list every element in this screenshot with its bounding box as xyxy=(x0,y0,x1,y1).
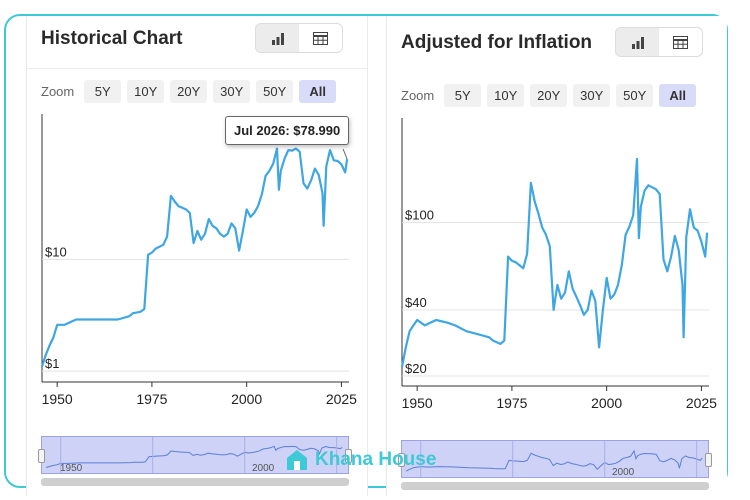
navigator-line xyxy=(45,445,343,468)
view-toggle xyxy=(615,27,703,57)
zoom-10y-button[interactable]: 10Y xyxy=(127,80,165,103)
x-tick-label: 2000 xyxy=(231,391,262,407)
view-toggle xyxy=(255,23,343,53)
y-tick-label: $100 xyxy=(405,208,434,223)
range-navigator[interactable]: 2000 xyxy=(398,440,712,478)
navigator-sparkline xyxy=(45,437,343,473)
navigator-label: 2000 xyxy=(612,467,635,478)
zoom-controls: Zoom 5Y 10Y 20Y 30Y 50Y All xyxy=(41,80,337,103)
navigator-right-handle[interactable] xyxy=(345,449,352,463)
x-tick-label: 2025 xyxy=(326,391,357,407)
bar-chart-icon xyxy=(631,36,644,49)
chart-view-button[interactable] xyxy=(616,28,659,56)
zoom-10y-button[interactable]: 10Y xyxy=(487,84,525,107)
x-tick-label: 1950 xyxy=(42,391,73,407)
zoom-50y-button[interactable]: 50Y xyxy=(256,80,294,103)
y-tick-label: $10 xyxy=(45,244,67,259)
table-icon xyxy=(673,35,688,49)
chart-tooltip: Jul 2026: $78.990 xyxy=(225,116,350,145)
historical-chart-panel: Historical Chart Zoom 5Y 10Y 20Y 30Y 50Y… xyxy=(26,16,368,496)
x-tick-label: 1975 xyxy=(136,391,167,407)
x-tick-label: 2000 xyxy=(591,395,622,411)
zoom-50y-button[interactable]: 50Y xyxy=(616,84,654,107)
zoom-all-button[interactable]: All xyxy=(659,84,697,107)
navigator-label: 2000 xyxy=(252,463,275,474)
zoom-controls: Zoom 5Y 10Y 20Y 30Y 50Y All xyxy=(401,84,697,107)
y-tick-label: $40 xyxy=(405,295,427,310)
navigator-sparkline xyxy=(405,441,703,477)
inflation-chart-panel: Adjusted for Inflation Zoom 5Y 10Y 20Y 3… xyxy=(386,16,727,496)
historical-chart-plot[interactable]: $1 $10 1950 1975 2000 2025 xyxy=(27,16,367,436)
chart-title: Adjusted for Inflation xyxy=(401,32,593,53)
zoom-30y-button[interactable]: 30Y xyxy=(573,84,611,107)
series-line xyxy=(400,157,709,368)
watermark-text: Khana House xyxy=(315,449,437,470)
zoom-all-button[interactable]: All xyxy=(299,80,337,103)
navigator-scrollbar[interactable] xyxy=(401,482,709,490)
navigator-right-handle[interactable] xyxy=(705,453,712,467)
tooltip-connector xyxy=(342,148,348,160)
table-icon xyxy=(313,31,328,45)
series-line xyxy=(40,147,349,367)
watermark: Khana House xyxy=(285,448,436,472)
inflation-chart-plot[interactable]: $20 $40 $100 1950 1975 2000 2025 xyxy=(387,16,727,436)
zoom-5y-button[interactable]: 5Y xyxy=(84,80,122,103)
chart-title: Historical Chart xyxy=(41,28,183,49)
zoom-label: Zoom xyxy=(401,88,435,103)
x-tick-label: 1975 xyxy=(496,395,527,411)
table-view-button[interactable] xyxy=(659,28,702,56)
house-logo-icon xyxy=(287,450,307,470)
zoom-label: Zoom xyxy=(41,84,75,99)
navigator-left-handle[interactable] xyxy=(38,449,45,463)
navigator-label: 1950 xyxy=(60,463,83,474)
x-tick-label: 1950 xyxy=(402,395,433,411)
zoom-20y-button[interactable]: 20Y xyxy=(170,80,208,103)
y-tick-label: $20 xyxy=(405,361,427,376)
y-tick-label: $1 xyxy=(45,356,59,371)
zoom-30y-button[interactable]: 30Y xyxy=(213,80,251,103)
bar-chart-icon xyxy=(271,32,284,45)
navigator-line xyxy=(405,449,703,472)
navigator-left-handle[interactable] xyxy=(398,453,405,467)
zoom-20y-button[interactable]: 20Y xyxy=(530,84,568,107)
panel-header xyxy=(27,16,367,69)
table-view-button[interactable] xyxy=(299,24,342,52)
chart-view-button[interactable] xyxy=(256,24,299,52)
navigator-scrollbar[interactable] xyxy=(41,478,349,486)
zoom-5y-button[interactable]: 5Y xyxy=(444,84,482,107)
x-tick-label: 2025 xyxy=(686,395,717,411)
